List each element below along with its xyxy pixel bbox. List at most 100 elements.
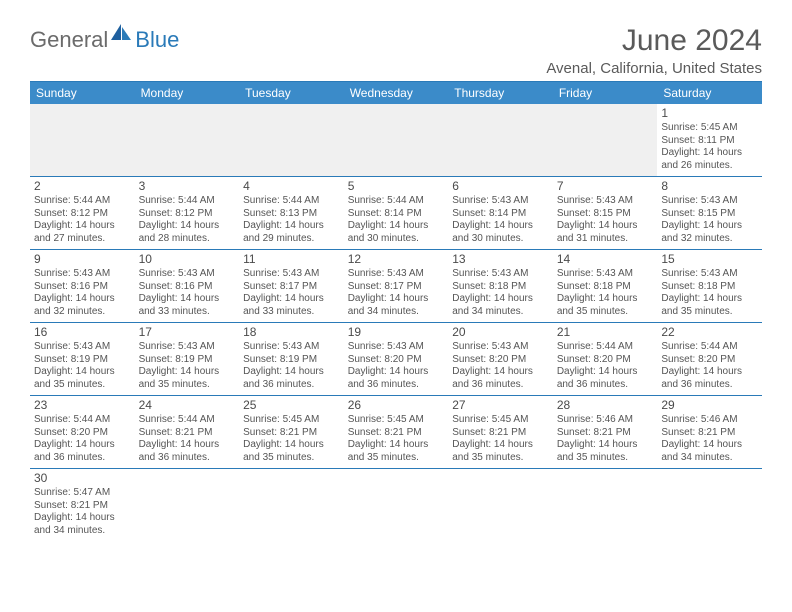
- sunset-line: Sunset: 8:12 PM: [139, 208, 236, 221]
- calendar-day-cell: 8Sunrise: 5:43 AMSunset: 8:15 PMDaylight…: [657, 177, 762, 250]
- day-number: 5: [348, 179, 445, 194]
- sunrise-line: Sunrise: 5:43 AM: [34, 341, 131, 354]
- sunset-line: Sunset: 8:11 PM: [661, 135, 758, 148]
- calendar-day-cell: 29Sunrise: 5:46 AMSunset: 8:21 PMDayligh…: [657, 396, 762, 469]
- calendar-empty-cell: [553, 104, 658, 177]
- sunset-line: Sunset: 8:21 PM: [348, 427, 445, 440]
- daylight-line: Daylight: 14 hours and 30 minutes.: [452, 220, 549, 245]
- daylight-line: Daylight: 14 hours and 36 minutes.: [661, 366, 758, 391]
- sunset-line: Sunset: 8:21 PM: [34, 500, 131, 513]
- sunset-line: Sunset: 8:15 PM: [557, 208, 654, 221]
- day-number: 11: [243, 252, 340, 267]
- sunset-line: Sunset: 8:21 PM: [139, 427, 236, 440]
- logo-text-blue: Blue: [135, 27, 179, 53]
- sunset-line: Sunset: 8:18 PM: [452, 281, 549, 294]
- calendar-table: SundayMondayTuesdayWednesdayThursdayFrid…: [30, 82, 762, 541]
- daylight-line: Daylight: 14 hours and 32 minutes.: [661, 220, 758, 245]
- sail-icon: [111, 24, 133, 47]
- sunset-line: Sunset: 8:20 PM: [452, 354, 549, 367]
- sunrise-line: Sunrise: 5:44 AM: [348, 195, 445, 208]
- sunrise-line: Sunrise: 5:43 AM: [557, 195, 654, 208]
- daylight-line: Daylight: 14 hours and 29 minutes.: [243, 220, 340, 245]
- header: General Blue June 2024 Avenal, Californi…: [30, 24, 762, 77]
- day-number: 25: [243, 398, 340, 413]
- daylight-line: Daylight: 14 hours and 28 minutes.: [139, 220, 236, 245]
- daylight-line: Daylight: 14 hours and 26 minutes.: [661, 147, 758, 172]
- daylight-line: Daylight: 14 hours and 34 minutes.: [452, 293, 549, 318]
- daylight-line: Daylight: 14 hours and 27 minutes.: [34, 220, 131, 245]
- sunset-line: Sunset: 8:14 PM: [452, 208, 549, 221]
- calendar-day-cell: 18Sunrise: 5:43 AMSunset: 8:19 PMDayligh…: [239, 323, 344, 396]
- sunrise-line: Sunrise: 5:45 AM: [661, 122, 758, 135]
- sunset-line: Sunset: 8:19 PM: [34, 354, 131, 367]
- logo: General Blue: [30, 24, 179, 53]
- calendar-row: 1Sunrise: 5:45 AMSunset: 8:11 PMDaylight…: [30, 104, 762, 177]
- sunrise-line: Sunrise: 5:44 AM: [661, 341, 758, 354]
- sunset-line: Sunset: 8:19 PM: [243, 354, 340, 367]
- calendar-day-cell: 26Sunrise: 5:45 AMSunset: 8:21 PMDayligh…: [344, 396, 449, 469]
- daylight-line: Daylight: 14 hours and 35 minutes.: [34, 366, 131, 391]
- calendar-day-cell: 22Sunrise: 5:44 AMSunset: 8:20 PMDayligh…: [657, 323, 762, 396]
- daylight-line: Daylight: 14 hours and 35 minutes.: [557, 293, 654, 318]
- sunrise-line: Sunrise: 5:45 AM: [243, 414, 340, 427]
- calendar-empty-cell: [344, 469, 449, 542]
- calendar-day-cell: 25Sunrise: 5:45 AMSunset: 8:21 PMDayligh…: [239, 396, 344, 469]
- day-number: 21: [557, 325, 654, 340]
- calendar-empty-cell: [135, 469, 240, 542]
- sunrise-line: Sunrise: 5:43 AM: [243, 268, 340, 281]
- daylight-line: Daylight: 14 hours and 36 minutes.: [139, 439, 236, 464]
- daylight-line: Daylight: 14 hours and 34 minutes.: [661, 439, 758, 464]
- calendar-day-cell: 13Sunrise: 5:43 AMSunset: 8:18 PMDayligh…: [448, 250, 553, 323]
- day-number: 9: [34, 252, 131, 267]
- daylight-line: Daylight: 14 hours and 34 minutes.: [34, 512, 131, 537]
- calendar-empty-cell: [135, 104, 240, 177]
- daylight-line: Daylight: 14 hours and 36 minutes.: [557, 366, 654, 391]
- daylight-line: Daylight: 14 hours and 36 minutes.: [348, 366, 445, 391]
- day-number: 19: [348, 325, 445, 340]
- day-number: 14: [557, 252, 654, 267]
- weekday-header: Saturday: [657, 82, 762, 104]
- daylight-line: Daylight: 14 hours and 36 minutes.: [243, 366, 340, 391]
- page-title: June 2024: [546, 24, 762, 58]
- day-number: 20: [452, 325, 549, 340]
- sunrise-line: Sunrise: 5:43 AM: [34, 268, 131, 281]
- sunrise-line: Sunrise: 5:43 AM: [348, 341, 445, 354]
- weekday-header: Wednesday: [344, 82, 449, 104]
- sunset-line: Sunset: 8:20 PM: [661, 354, 758, 367]
- calendar-empty-cell: [657, 469, 762, 542]
- calendar-empty-cell: [553, 469, 658, 542]
- sunrise-line: Sunrise: 5:43 AM: [139, 341, 236, 354]
- sunrise-line: Sunrise: 5:44 AM: [557, 341, 654, 354]
- sunset-line: Sunset: 8:16 PM: [34, 281, 131, 294]
- sunset-line: Sunset: 8:16 PM: [139, 281, 236, 294]
- day-number: 17: [139, 325, 236, 340]
- daylight-line: Daylight: 14 hours and 35 minutes.: [557, 439, 654, 464]
- calendar-day-cell: 7Sunrise: 5:43 AMSunset: 8:15 PMDaylight…: [553, 177, 658, 250]
- calendar-day-cell: 5Sunrise: 5:44 AMSunset: 8:14 PMDaylight…: [344, 177, 449, 250]
- daylight-line: Daylight: 14 hours and 31 minutes.: [557, 220, 654, 245]
- sunrise-line: Sunrise: 5:46 AM: [557, 414, 654, 427]
- day-number: 15: [661, 252, 758, 267]
- calendar-day-cell: 1Sunrise: 5:45 AMSunset: 8:11 PMDaylight…: [657, 104, 762, 177]
- day-number: 26: [348, 398, 445, 413]
- sunset-line: Sunset: 8:21 PM: [557, 427, 654, 440]
- calendar-empty-cell: [239, 104, 344, 177]
- day-number: 7: [557, 179, 654, 194]
- daylight-line: Daylight: 14 hours and 36 minutes.: [34, 439, 131, 464]
- calendar-day-cell: 24Sunrise: 5:44 AMSunset: 8:21 PMDayligh…: [135, 396, 240, 469]
- daylight-line: Daylight: 14 hours and 36 minutes.: [452, 366, 549, 391]
- sunset-line: Sunset: 8:12 PM: [34, 208, 131, 221]
- weekday-header-row: SundayMondayTuesdayWednesdayThursdayFrid…: [30, 82, 762, 104]
- calendar-day-cell: 19Sunrise: 5:43 AMSunset: 8:20 PMDayligh…: [344, 323, 449, 396]
- sunset-line: Sunset: 8:20 PM: [348, 354, 445, 367]
- calendar-empty-cell: [448, 469, 553, 542]
- calendar-day-cell: 16Sunrise: 5:43 AMSunset: 8:19 PMDayligh…: [30, 323, 135, 396]
- sunrise-line: Sunrise: 5:43 AM: [452, 268, 549, 281]
- sunrise-line: Sunrise: 5:44 AM: [139, 414, 236, 427]
- sunset-line: Sunset: 8:18 PM: [557, 281, 654, 294]
- sunset-line: Sunset: 8:13 PM: [243, 208, 340, 221]
- day-number: 28: [557, 398, 654, 413]
- calendar-row: 9Sunrise: 5:43 AMSunset: 8:16 PMDaylight…: [30, 250, 762, 323]
- day-number: 16: [34, 325, 131, 340]
- calendar-day-cell: 14Sunrise: 5:43 AMSunset: 8:18 PMDayligh…: [553, 250, 658, 323]
